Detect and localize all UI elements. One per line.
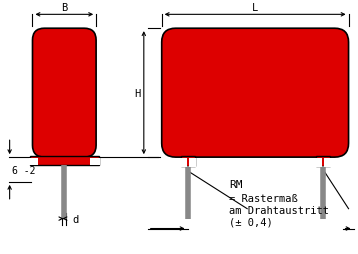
Bar xyxy=(324,158,332,167)
Bar xyxy=(316,156,330,166)
Text: B: B xyxy=(61,3,67,13)
Bar xyxy=(29,156,99,165)
Bar xyxy=(314,158,322,167)
Text: H: H xyxy=(135,88,141,98)
FancyBboxPatch shape xyxy=(33,29,96,157)
Bar xyxy=(180,156,194,166)
FancyBboxPatch shape xyxy=(162,29,349,157)
Text: d: d xyxy=(72,214,78,224)
Text: = Rastermaß: = Rastermaß xyxy=(229,193,298,203)
Text: (± 0,4): (± 0,4) xyxy=(229,217,273,227)
Text: RM: RM xyxy=(229,179,243,189)
Bar xyxy=(29,158,38,165)
Text: L: L xyxy=(252,3,258,13)
Text: am Drahtaustritt: am Drahtaustritt xyxy=(229,205,329,215)
Bar xyxy=(179,158,187,167)
Bar xyxy=(189,158,197,167)
Bar xyxy=(90,158,100,165)
Text: 6 -2: 6 -2 xyxy=(11,165,35,175)
